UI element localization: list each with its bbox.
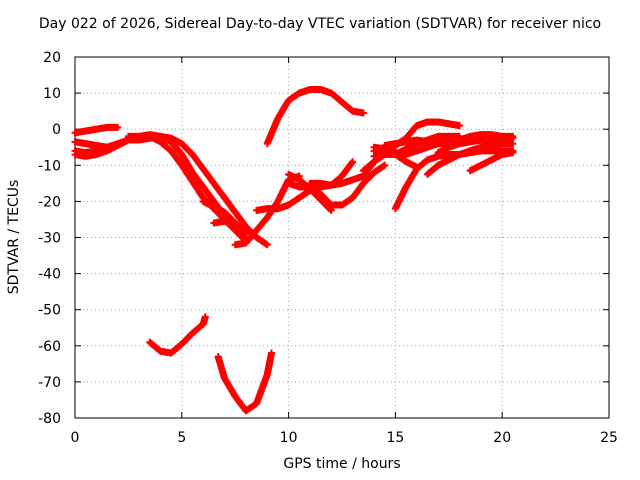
data-point — [263, 241, 271, 249]
y-tick-label: -60 — [38, 339, 61, 355]
series-arc22 — [434, 134, 517, 157]
data-point — [413, 163, 421, 171]
y-tick-label: -70 — [38, 375, 61, 391]
plot-border — [74, 56, 610, 419]
series-arc1 — [71, 123, 122, 137]
data-point — [327, 206, 335, 214]
series-arc26 — [214, 349, 276, 415]
data-point — [201, 313, 209, 321]
data-point — [509, 134, 517, 142]
x-tick-label: 15 — [386, 430, 404, 446]
series-arc4 — [71, 141, 122, 160]
series-arc23 — [466, 149, 517, 175]
x-axis-label: GPS time / hours — [283, 456, 401, 472]
data-point — [455, 122, 463, 130]
y-tick-label: -20 — [38, 194, 61, 210]
series-arc13 — [285, 161, 389, 209]
y-axis-label: SDTVAR / TECUs — [6, 179, 22, 295]
series-arc9 — [210, 217, 250, 238]
data-point — [349, 158, 357, 166]
data-point — [509, 149, 517, 157]
chart-title: Day 022 of 2026, Sidereal Day-to-day VTE… — [38, 16, 602, 32]
series-arc24 — [370, 143, 421, 171]
x-tick-label: 5 — [177, 430, 186, 446]
x-tick-label: 10 — [280, 430, 298, 446]
x-tick-label: 0 — [71, 430, 80, 446]
series-arc25 — [146, 313, 209, 357]
y-tick-label: -10 — [38, 158, 61, 174]
data-point — [114, 141, 122, 149]
y-tick-label: 20 — [43, 50, 61, 66]
x-tick-label: 25 — [600, 430, 618, 446]
y-tick-label: 0 — [52, 122, 61, 138]
series-arc15 — [285, 170, 335, 214]
y-tick-label: -80 — [38, 411, 61, 427]
data-point — [359, 109, 367, 117]
data-point — [268, 349, 276, 357]
y-tick-label: -40 — [38, 267, 61, 283]
y-tick-label: -50 — [38, 303, 61, 319]
series-arc12 — [263, 85, 367, 148]
x-tick-label: 20 — [493, 430, 511, 446]
data-point — [381, 161, 389, 169]
series-arc10 — [231, 172, 303, 249]
data-point — [114, 123, 122, 131]
y-tick-label: 10 — [43, 86, 61, 102]
data-point — [242, 230, 250, 238]
y-tick-label: -30 — [38, 231, 61, 247]
